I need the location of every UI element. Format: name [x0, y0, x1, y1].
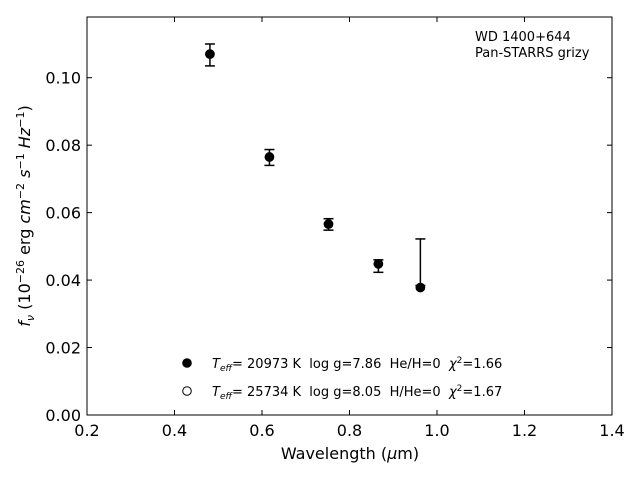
legend-marker — [182, 358, 192, 368]
plot-frame — [86, 16, 613, 416]
x-tick-label: 0.6 — [249, 421, 274, 440]
y-tick-label: 0.10 — [45, 69, 81, 88]
legend-label: Teff= 20973 K log g=7.86 He/H=0 χ2=1.66 — [212, 356, 502, 374]
model-point-open — [264, 152, 275, 162]
y-axis-label: fν (10−26 erg cm−2 s−1 Hz−1) — [14, 105, 37, 326]
model-point-open — [373, 259, 384, 269]
y-tick-label: 0.08 — [45, 136, 81, 155]
annotation-line-1: WD 1400+644 — [475, 30, 571, 45]
axis-ticks: 0.2 0.4 0.6 0.8 1.0 1.2 1.4 0.00 0.02 0.04 0.06 0.0… — [45, 17, 625, 440]
x-axis-label: Wavelength (μm) — [281, 444, 419, 463]
model-point-open — [323, 219, 334, 229]
model-point-open — [205, 49, 215, 59]
x-tick-label: 0.2 — [74, 421, 99, 440]
annotation-line-2: Pan-STARRS grizy — [475, 46, 590, 61]
x-tick-label: 0.4 — [162, 421, 187, 440]
legend-label: Teff= 25734 K log g=8.05 H/He=0 χ2=1.67 — [212, 384, 502, 402]
model-point-open — [415, 282, 426, 293]
data-marks — [204, 43, 426, 293]
x-tick-label: 1.0 — [424, 421, 449, 440]
legend: Teff= 20973 K log g=7.86 He/H=0 χ2=1.66 T… — [182, 356, 502, 402]
y-tick-label: 0.00 — [45, 406, 81, 425]
y-tick-label: 0.06 — [45, 204, 81, 223]
x-tick-label: 1.4 — [599, 421, 624, 440]
legend-marker — [182, 386, 192, 396]
x-tick-label: 1.2 — [512, 421, 537, 440]
x-tick-label: 0.8 — [337, 421, 362, 440]
y-tick-label: 0.02 — [45, 339, 81, 358]
y-tick-label: 0.04 — [45, 271, 81, 290]
